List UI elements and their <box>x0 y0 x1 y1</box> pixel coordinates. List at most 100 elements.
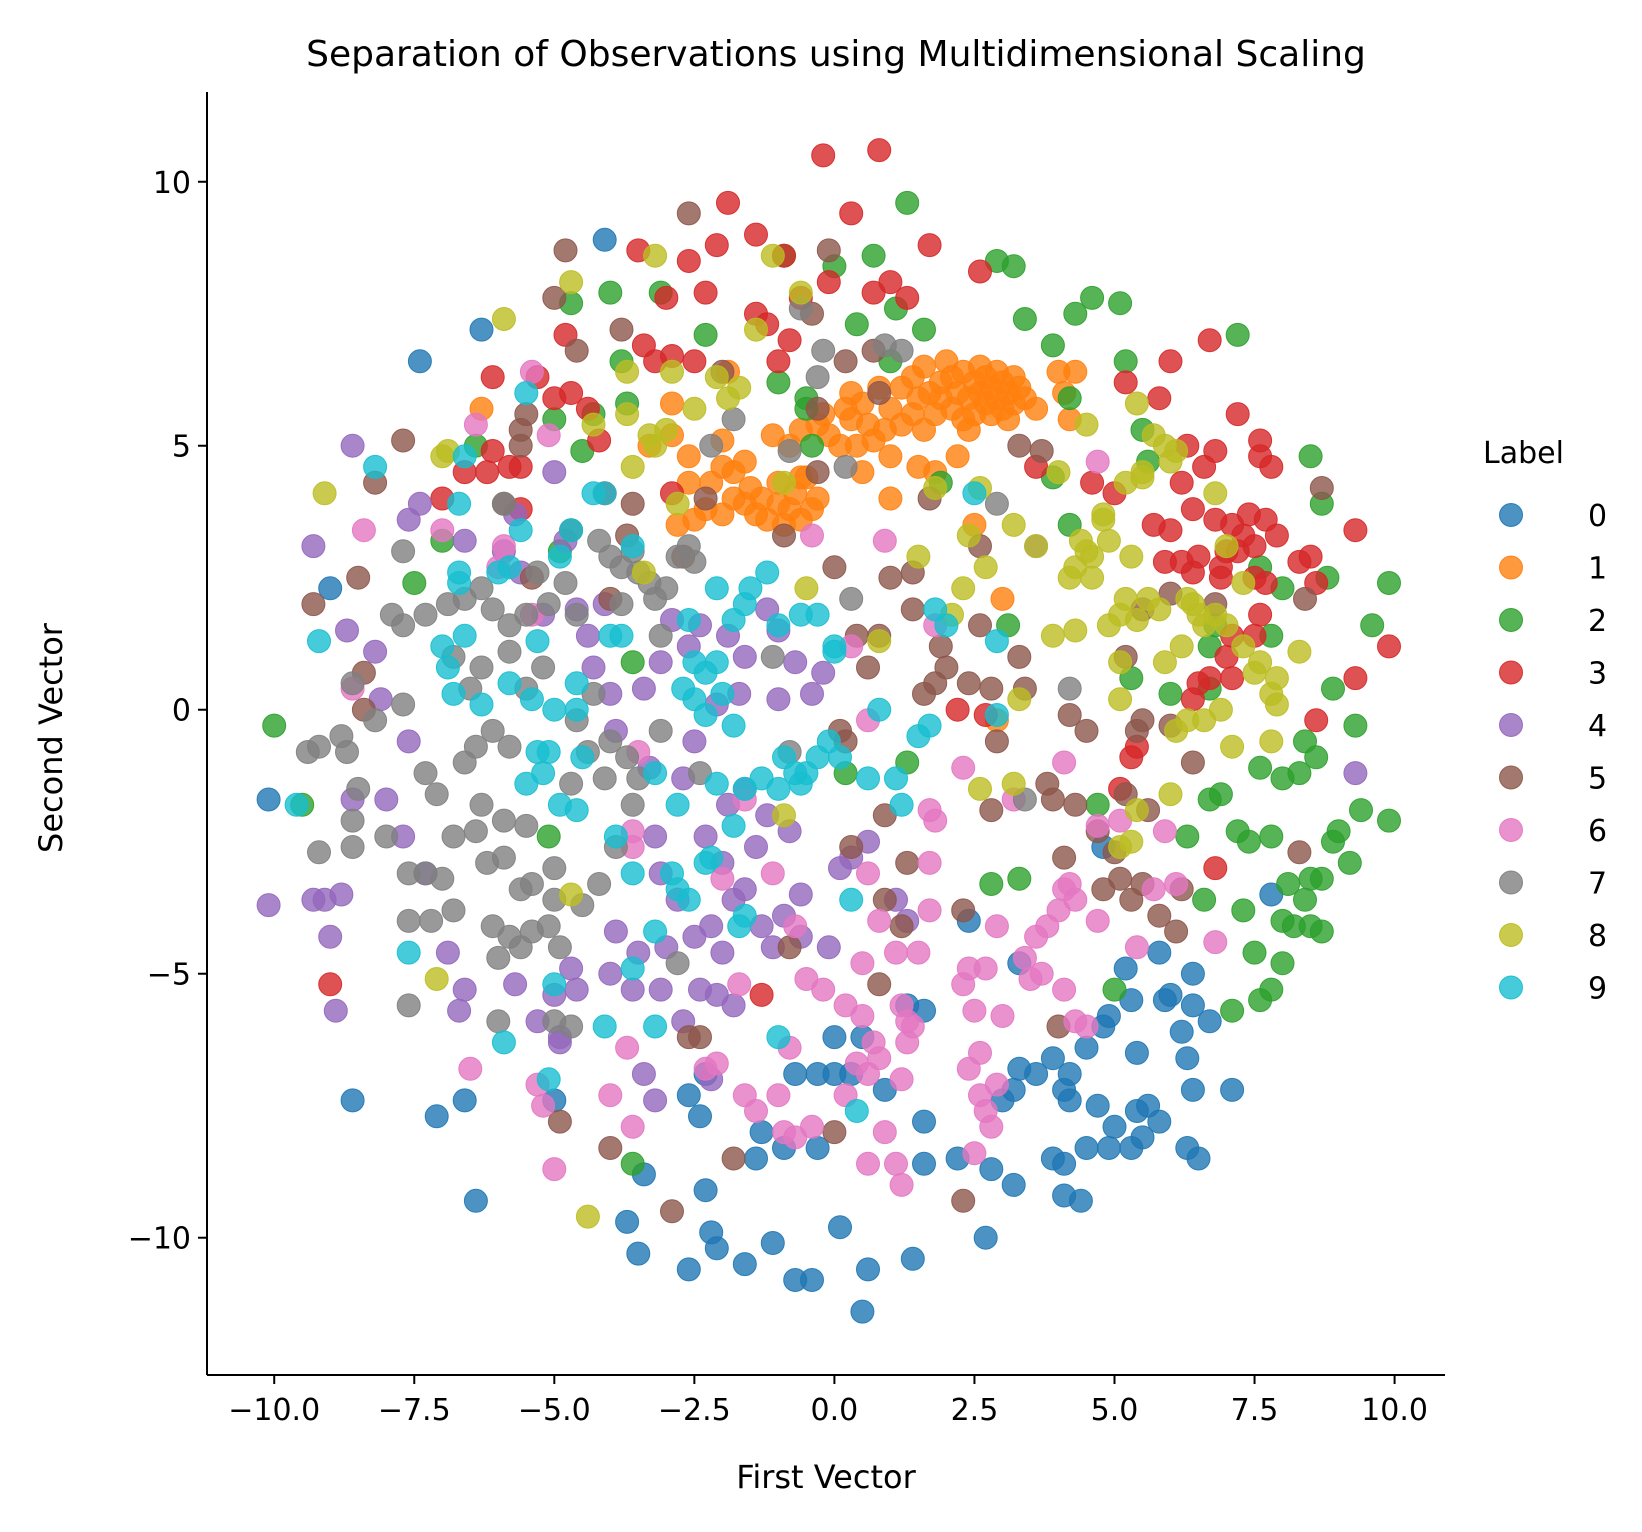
point-label-0 <box>256 787 281 812</box>
point-label-4 <box>631 1062 656 1086</box>
point-label-8 <box>1208 697 1233 722</box>
point-label-4 <box>323 998 348 1023</box>
point-label-0 <box>1220 1077 1245 1102</box>
point-label-0 <box>1124 1040 1149 1065</box>
point-label-6 <box>984 1072 1009 1097</box>
legend-label: 2 <box>1588 604 1607 639</box>
point-label-6 <box>430 518 455 543</box>
point-label-4 <box>340 433 365 458</box>
point-label-9 <box>676 608 701 632</box>
point-label-9 <box>766 613 791 638</box>
point-label-0 <box>1158 982 1183 1007</box>
x-tick-label: −5.0 <box>518 1393 591 1428</box>
point-label-7 <box>615 745 640 770</box>
series-9 <box>284 381 1009 1123</box>
point-label-8 <box>951 576 976 601</box>
point-label-6 <box>1124 935 1149 960</box>
point-label-2 <box>800 433 824 458</box>
point-label-8 <box>1001 771 1026 796</box>
point-label-4 <box>598 961 623 986</box>
x-tick-label: 10.0 <box>1361 1393 1428 1428</box>
point-label-9 <box>536 1067 561 1092</box>
point-label-3 <box>480 365 505 390</box>
point-label-0 <box>1147 1109 1172 1134</box>
point-label-2 <box>1012 307 1037 331</box>
point-label-9 <box>514 381 539 405</box>
point-label-4 <box>301 534 326 559</box>
point-label-0 <box>469 317 494 342</box>
point-label-5 <box>1130 708 1155 733</box>
point-label-8 <box>665 491 690 516</box>
point-label-5 <box>772 523 796 548</box>
point-label-6 <box>872 528 897 553</box>
point-label-9 <box>497 671 522 696</box>
point-label-6 <box>744 1099 768 1123</box>
point-label-2 <box>1063 301 1088 326</box>
point-label-2 <box>1298 866 1323 891</box>
point-label-3 <box>1248 602 1273 627</box>
point-label-8 <box>312 481 337 506</box>
point-label-9 <box>934 613 959 638</box>
point-label-2 <box>1242 940 1267 965</box>
point-label-3 <box>878 270 903 295</box>
point-label-4 <box>564 977 589 1002</box>
point-label-9 <box>542 972 567 997</box>
point-label-6 <box>693 1056 718 1081</box>
point-label-4 <box>816 935 841 960</box>
point-label-9 <box>363 454 388 479</box>
point-label-2 <box>1259 824 1284 849</box>
point-label-4 <box>828 856 852 881</box>
point-label-7 <box>699 433 724 458</box>
point-label-0 <box>1197 1009 1222 1034</box>
point-label-7 <box>419 908 444 933</box>
point-label-3 <box>497 454 522 479</box>
point-label-3 <box>682 349 707 374</box>
point-label-5 <box>951 1188 976 1213</box>
point-label-8 <box>1124 608 1149 632</box>
point-label-7 <box>346 776 371 801</box>
point-label-7 <box>469 792 494 817</box>
point-label-7 <box>340 671 365 696</box>
point-label-1 <box>732 449 757 474</box>
legend-label: 6 <box>1588 814 1607 849</box>
point-label-8 <box>906 544 931 569</box>
point-label-0 <box>693 1178 718 1203</box>
point-label-4 <box>363 639 388 664</box>
point-label-7 <box>531 655 556 680</box>
point-label-3 <box>1180 560 1205 585</box>
point-label-5 <box>1007 644 1032 669</box>
legend-item-0: 0 <box>1499 499 1607 534</box>
point-label-5 <box>1040 787 1065 812</box>
point-label-2 <box>979 872 1004 896</box>
point-label-0 <box>1180 961 1205 986</box>
point-label-3 <box>867 138 892 163</box>
x-axis-ticks: −10.0 −7.5 −5.0 −2.5 0.0 2.5 5.0 7.5 10.0 <box>228 1375 1428 1428</box>
y-axis-ticks: −10 −5 0 5 10 <box>128 166 207 1257</box>
point-label-3 <box>1377 634 1401 659</box>
point-label-2 <box>1085 792 1110 817</box>
point-label-6 <box>917 850 942 875</box>
legend-marker <box>1499 818 1523 842</box>
point-label-6 <box>895 1009 920 1034</box>
point-label-7 <box>777 439 802 463</box>
legend-item-4: 4 <box>1499 709 1607 744</box>
point-label-7 <box>340 808 365 833</box>
point-label-9 <box>766 1025 791 1050</box>
point-label-6 <box>1085 449 1110 474</box>
point-label-2 <box>1304 745 1329 770</box>
point-label-7 <box>486 1009 511 1034</box>
point-label-3 <box>777 328 802 353</box>
point-label-5 <box>867 381 892 405</box>
point-label-6 <box>1074 1014 1099 1039</box>
point-label-3 <box>542 386 567 411</box>
point-label-3 <box>811 143 836 168</box>
point-label-5 <box>1293 586 1317 611</box>
point-label-4 <box>374 787 399 812</box>
point-label-2 <box>1113 349 1138 374</box>
legend-items: 0 1 2 3 4 5 6 7 8 9 <box>1499 499 1607 1007</box>
point-label-3 <box>1343 666 1368 691</box>
point-label-9 <box>430 634 455 659</box>
point-label-1 <box>676 444 701 469</box>
point-label-9 <box>525 740 550 764</box>
point-label-9 <box>727 914 752 939</box>
